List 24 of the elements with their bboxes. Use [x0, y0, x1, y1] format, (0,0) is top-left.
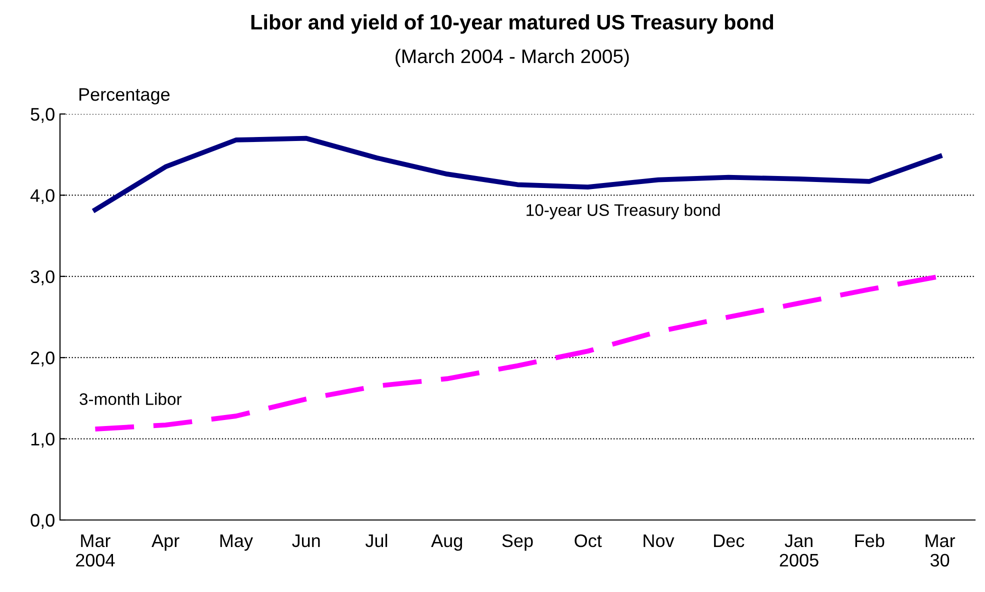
chart-subtitle: (March 2004 - March 2005): [396, 48, 629, 68]
x-tick-label: May: [220, 534, 253, 551]
x-tick-label: Feb: [855, 534, 884, 548]
x-tick-label: Jul: [365, 534, 388, 548]
y-tick-label: 2,0: [30, 352, 54, 366]
x-tick-label: Jan 2005: [780, 534, 818, 567]
y-axis-title: Percentage: [79, 88, 170, 104]
series-label: 10-year US Treasury bond: [526, 204, 720, 220]
x-tick-label: Jun: [292, 534, 320, 548]
y-tick-label: 5,0: [30, 108, 54, 123]
series-label: 3-month Libor: [80, 392, 182, 406]
x-tick-label: Sep: [502, 534, 533, 551]
x-tick-label: Mar 30: [926, 534, 956, 567]
x-tick-label: Aug: [431, 534, 462, 551]
x-tick-label: Oct: [574, 534, 602, 548]
y-tick-label: 1,0: [31, 432, 54, 448]
x-tick-label: Dec: [714, 534, 744, 548]
x-tick-label: Mar 2004: [76, 534, 115, 567]
x-tick-label: Apr: [152, 534, 180, 551]
y-tick-label: 3,0: [30, 270, 54, 286]
chart-title: Libor and yield of 10-year matured US Treasury bond: [251, 14, 774, 34]
y-tick-label: 0,0: [30, 514, 54, 529]
y-tick-label: 4,0: [30, 189, 54, 204]
x-tick-label: Nov: [644, 534, 674, 548]
